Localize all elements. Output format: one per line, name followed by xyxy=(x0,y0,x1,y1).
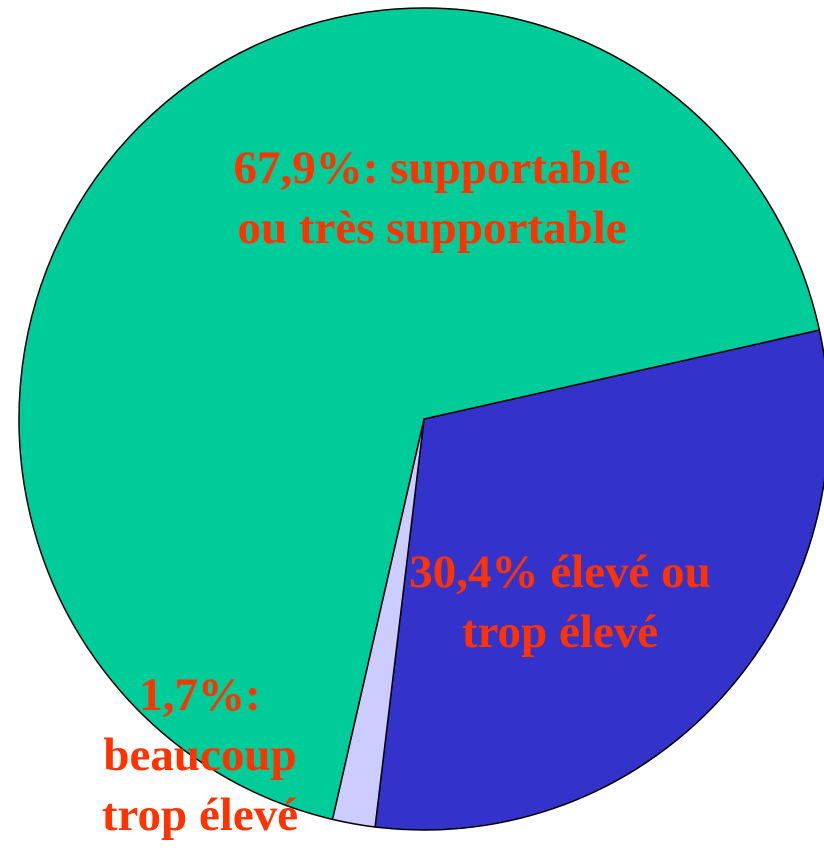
slice-label-0: 67,9%: supportable ou très supportable xyxy=(234,142,631,254)
slice-label-line: 30,4% élevé ou xyxy=(409,546,711,598)
slice-label-2: 1,7%: beaucoup trop élevé xyxy=(102,669,298,841)
slice-label-line: beaucoup xyxy=(103,729,296,781)
slice-label-1: 30,4% élevé ou trop élevé xyxy=(409,546,711,658)
slice-label-line: 1,7%: xyxy=(139,669,260,721)
slice-label-line: ou très supportable xyxy=(237,202,626,254)
labels-layer: 67,9%: supportable ou très supportable 30,… xyxy=(102,142,711,841)
pie-slice-1 xyxy=(374,329,824,831)
slice-label-line: trop élevé xyxy=(102,789,298,841)
slice-label-line: 67,9%: supportable xyxy=(234,142,631,194)
slices-layer xyxy=(18,7,824,831)
slice-label-line: trop élevé xyxy=(462,606,658,658)
pie-slice-0 xyxy=(18,7,821,821)
